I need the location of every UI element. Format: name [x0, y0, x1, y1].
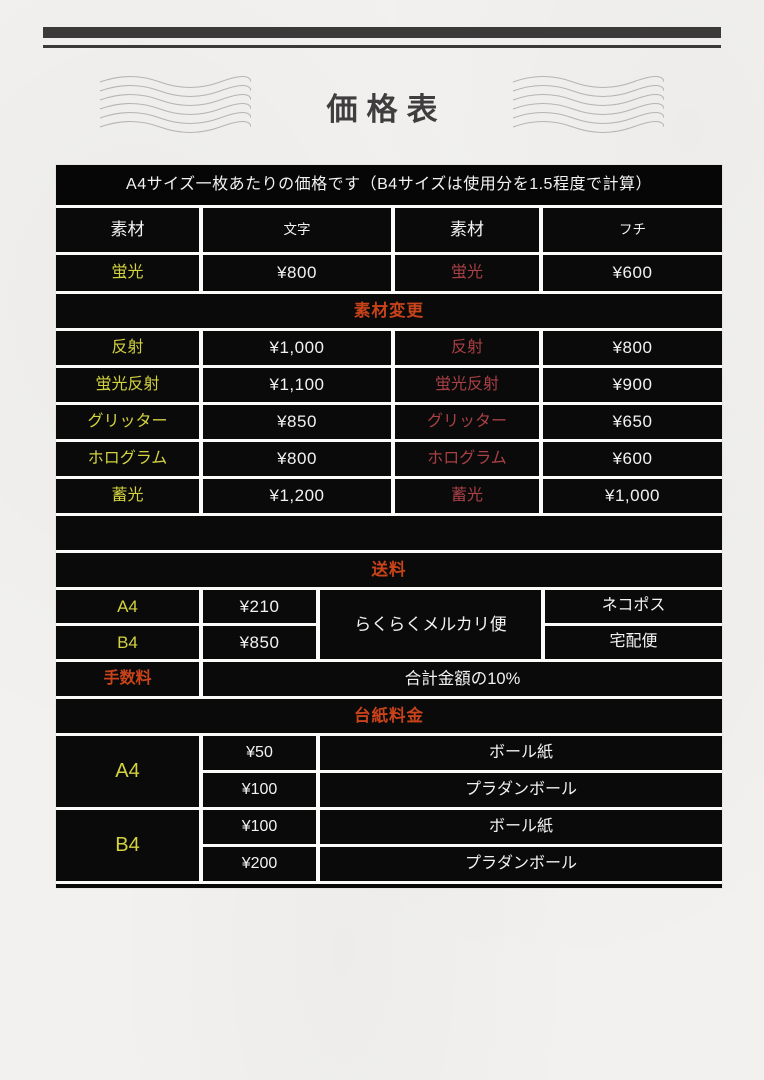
price-value: ¥800	[203, 442, 391, 476]
mount-size: B4	[56, 810, 199, 881]
shipping-block: A4 ¥210 らくらくメルカリ便 ネコポス B4 ¥850 宅配便	[56, 590, 722, 659]
table-row-glitter: グリッター ¥850 グリッター ¥650	[56, 405, 722, 439]
mount-material: ボール紙	[320, 736, 722, 770]
page-title: 価格表	[326, 92, 447, 127]
price-value: ¥800	[543, 331, 722, 365]
material-label: 蛍光	[56, 255, 199, 291]
mount-material: ボール紙	[320, 810, 722, 844]
mount-price: ¥50	[203, 736, 316, 770]
price-value: ¥900	[543, 368, 722, 402]
section-header-shipping: 送料	[56, 553, 722, 587]
wave-decoration-right	[512, 75, 664, 134]
material-label: 蛍光反射	[395, 368, 539, 402]
material-label: 蛍光反射	[56, 368, 199, 402]
shipping-price: ¥850	[203, 626, 316, 659]
mount-price: ¥100	[203, 773, 316, 807]
section-header-material-change: 素材変更	[56, 294, 722, 328]
wave-decoration-left	[99, 75, 251, 134]
material-label: 反射	[56, 331, 199, 365]
fee-row: 手数料 合計金額の10%	[56, 662, 722, 696]
price-value: ¥1,000	[543, 479, 722, 513]
shipping-carrier: らくらくメルカリ便	[320, 590, 541, 659]
material-label: グリッター	[395, 405, 539, 439]
shipping-method: 宅配便	[545, 626, 722, 659]
section-header-mount: 台紙料金	[56, 699, 722, 733]
table-row-luminous: 蓄光 ¥1,200 蓄光 ¥1,000	[56, 479, 722, 513]
fee-label: 手数料	[56, 662, 199, 696]
top-divider-thick	[43, 27, 721, 38]
material-label: グリッター	[56, 405, 199, 439]
table-row-hologram: ホログラム ¥800 ホログラム ¥600	[56, 442, 722, 476]
table-header-row: 素材 文字 素材 フチ	[56, 208, 722, 252]
price-value: ¥600	[543, 255, 722, 291]
table-row-fluorescent: 蛍光 ¥800 蛍光 ¥600	[56, 255, 722, 291]
mount-material: プラダンボール	[320, 847, 722, 881]
price-value: ¥1,200	[203, 479, 391, 513]
header-edge-price: フチ	[543, 208, 722, 252]
fee-value: 合計金額の10%	[203, 662, 722, 696]
table-bottom-rule	[56, 884, 722, 888]
shipping-size: B4	[56, 626, 199, 659]
page-header: 価格表	[0, 66, 764, 146]
shipping-size: A4	[56, 590, 199, 623]
shipping-method: ネコポス	[545, 590, 722, 623]
table-note: A4サイズ一枚あたりの価格です（B4サイズは使用分を1.5程度で計算）	[56, 165, 722, 205]
header-material-left: 素材	[56, 208, 199, 252]
shipping-price: ¥210	[203, 590, 316, 623]
material-label: ホログラム	[395, 442, 539, 476]
top-divider-thin	[43, 45, 721, 48]
price-value: ¥1,000	[203, 331, 391, 365]
mount-size: A4	[56, 736, 199, 807]
table-spacer-band	[56, 516, 722, 550]
price-value: ¥650	[543, 405, 722, 439]
material-label: 蛍光	[395, 255, 539, 291]
mount-price: ¥200	[203, 847, 316, 881]
header-text-price: 文字	[203, 208, 391, 252]
table-row-fluorescent-reflective: 蛍光反射 ¥1,100 蛍光反射 ¥900	[56, 368, 722, 402]
price-value: ¥850	[203, 405, 391, 439]
mount-material: プラダンボール	[320, 773, 722, 807]
material-label: 反射	[395, 331, 539, 365]
material-label: 蓄光	[395, 479, 539, 513]
price-value: ¥600	[543, 442, 722, 476]
table-row-reflective: 反射 ¥1,000 反射 ¥800	[56, 331, 722, 365]
header-material-right: 素材	[395, 208, 539, 252]
material-label: 蓄光	[56, 479, 199, 513]
mount-price: ¥100	[203, 810, 316, 844]
mount-block-a4: A4 ¥50 ボール紙 ¥100 プラダンボール	[56, 736, 722, 807]
price-table: A4サイズ一枚あたりの価格です（B4サイズは使用分を1.5程度で計算） 素材 文…	[56, 165, 722, 888]
price-value: ¥800	[203, 255, 391, 291]
mount-block-b4: B4 ¥100 ボール紙 ¥200 プラダンボール	[56, 810, 722, 881]
price-value: ¥1,100	[203, 368, 391, 402]
material-label: ホログラム	[56, 442, 199, 476]
